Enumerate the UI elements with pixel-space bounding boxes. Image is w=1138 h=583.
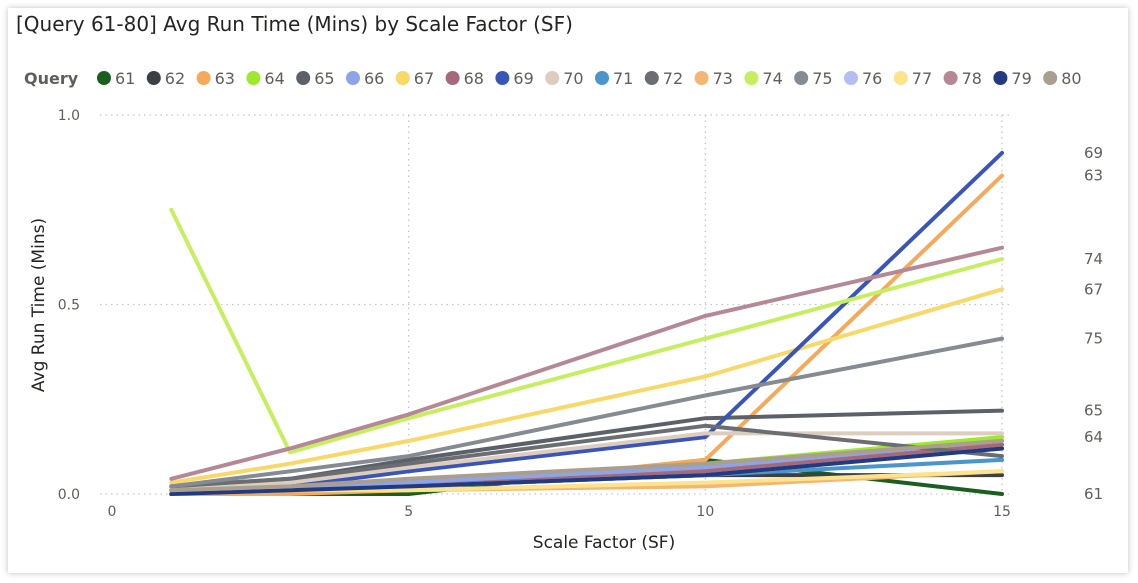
legend-marker — [395, 71, 410, 85]
legend-label[interactable]: 79 — [1011, 69, 1031, 88]
series-end-label: 75 — [1084, 330, 1103, 348]
legend-label[interactable]: 78 — [962, 69, 982, 88]
legend-label[interactable]: 61 — [115, 69, 135, 88]
series-line-72[interactable] — [169, 423, 1004, 489]
legend-label[interactable]: 71 — [613, 69, 633, 88]
series-end-label: 74 — [1084, 250, 1103, 268]
legend-marker — [694, 71, 709, 85]
y-tick-label: 1.0 — [58, 108, 80, 124]
legend-label[interactable]: 65 — [314, 69, 334, 88]
legend-marker — [445, 71, 460, 85]
series-end-label: 69 — [1084, 144, 1103, 162]
y-tick-label: 0.5 — [58, 298, 80, 314]
legend-label[interactable]: 73 — [713, 69, 733, 88]
legend-label[interactable]: 74 — [762, 69, 782, 88]
legend-marker — [993, 71, 1008, 85]
legend-marker — [545, 71, 560, 85]
legend-label[interactable]: 75 — [812, 69, 832, 88]
series-line-74[interactable] — [169, 207, 1004, 455]
legend-marker — [296, 71, 311, 85]
legend-marker — [246, 71, 261, 85]
legend-marker — [744, 71, 759, 85]
legend-marker — [644, 71, 659, 85]
series-line-78[interactable] — [169, 245, 1004, 481]
legend-label[interactable]: 63 — [215, 69, 235, 88]
legend-label[interactable]: 62 — [165, 69, 185, 88]
axes: Query Scale Factor (SF) Avg Run Time (Mi… — [24, 69, 1011, 553]
legend-marker — [97, 71, 111, 85]
series-end-label: 65 — [1084, 402, 1103, 420]
legend-marker — [346, 71, 360, 85]
series-line-70[interactable] — [169, 431, 1004, 493]
legend-label[interactable]: 70 — [563, 69, 583, 88]
legend-label[interactable]: 69 — [513, 69, 533, 88]
legend-marker — [146, 71, 161, 85]
series-lines — [169, 150, 1004, 496]
legend-marker — [495, 71, 510, 85]
x-axis-title: Scale Factor (SF) — [533, 533, 675, 553]
legend-label[interactable]: 80 — [1061, 69, 1081, 88]
chart-title: [Query 61-80] Avg Run Time (Mins) by Sca… — [16, 12, 573, 36]
legend-label[interactable]: 66 — [364, 69, 384, 88]
legend-marker — [196, 71, 211, 85]
legend-marker — [595, 71, 609, 85]
legend-label[interactable]: 67 — [414, 69, 434, 88]
legend-label[interactable]: 68 — [464, 69, 484, 88]
x-tick-label: 0 — [108, 504, 117, 520]
legend-marker — [893, 71, 908, 85]
legend-marker — [794, 71, 809, 85]
series-line-80[interactable] — [169, 438, 1004, 493]
legend-label[interactable]: 72 — [663, 69, 683, 88]
x-tick-label: 5 — [404, 504, 413, 520]
gridlines — [100, 114, 1012, 495]
series-line-79[interactable] — [169, 446, 1004, 496]
legend-label[interactable]: 76 — [862, 69, 882, 88]
y-tick-label: 0.0 — [58, 487, 80, 503]
y-axis-title: Avg Run Time (Mins) — [29, 218, 49, 392]
legend-label[interactable]: 64 — [264, 69, 284, 88]
legend-marker — [943, 71, 958, 85]
x-tick-label: 10 — [696, 504, 714, 520]
series-line-75[interactable] — [169, 336, 1004, 489]
series-line-67[interactable] — [169, 287, 1004, 485]
end-labels: 69 63 74 67 75 65 64 61 — [1084, 144, 1103, 503]
series-end-label: 61 — [1084, 485, 1103, 503]
legend-marker — [1043, 71, 1058, 85]
x-tick-label: 15 — [993, 504, 1011, 520]
series-end-label: 67 — [1084, 280, 1103, 298]
series-end-label: 64 — [1084, 428, 1103, 446]
legend-label[interactable]: 77 — [912, 69, 932, 88]
legend-marker — [844, 71, 858, 85]
legend-title: Query — [24, 69, 79, 88]
series-end-label: 63 — [1084, 167, 1103, 185]
legend: 61 62 63 64 65 66 67 68 69 70 71 72 73 74 75 76 77 78 79 80 — [97, 69, 1082, 88]
